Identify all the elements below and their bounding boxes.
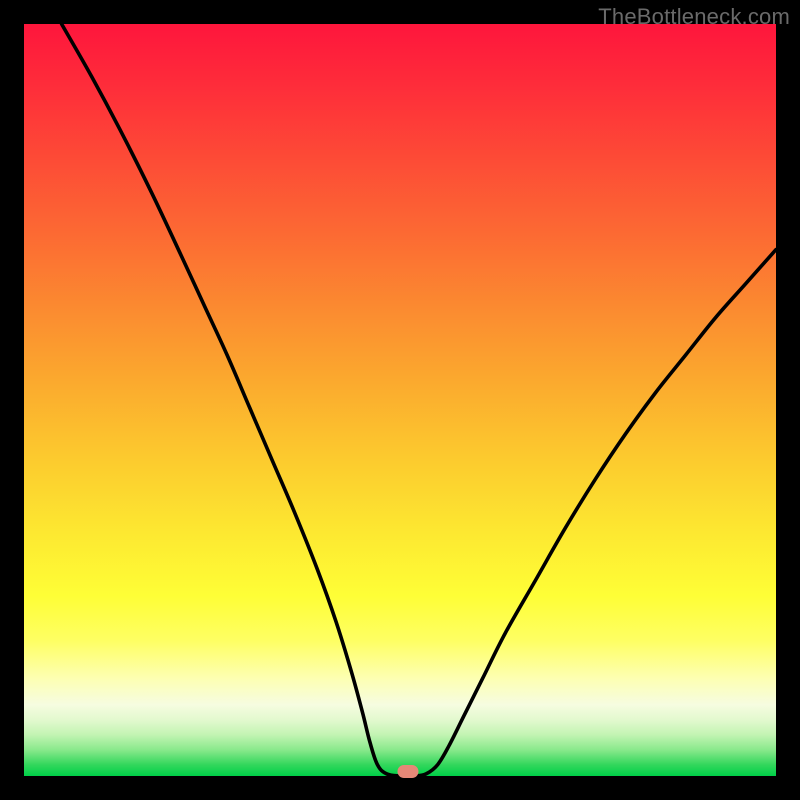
plot-area: [24, 24, 776, 776]
optimal-point-marker: [397, 765, 418, 777]
gradient-background: [24, 24, 776, 776]
chart-frame: TheBottleneck.com: [0, 0, 800, 800]
